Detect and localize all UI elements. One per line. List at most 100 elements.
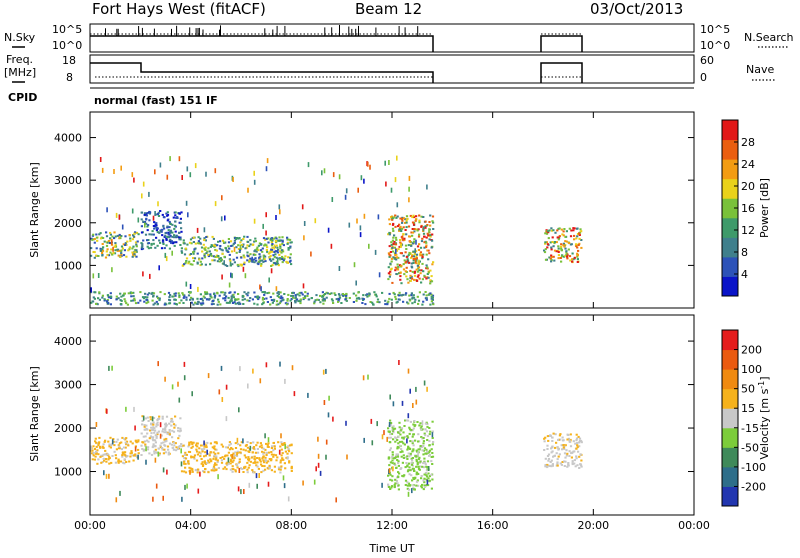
echo-cell bbox=[405, 456, 408, 459]
echo-cell bbox=[426, 249, 429, 252]
echo-cell bbox=[387, 474, 390, 477]
echo-cell bbox=[411, 296, 414, 299]
echo-cell bbox=[420, 225, 423, 228]
echo-cell bbox=[185, 298, 188, 301]
echo-cell bbox=[173, 244, 176, 247]
echo-cell bbox=[174, 220, 177, 223]
echo-cell bbox=[417, 228, 420, 231]
scatter-cell bbox=[197, 488, 200, 494]
echo-cell bbox=[578, 242, 581, 245]
echo-cell bbox=[258, 242, 261, 245]
echo-cell bbox=[576, 252, 579, 255]
echo-cell bbox=[413, 271, 416, 274]
echo-cell bbox=[397, 294, 401, 297]
echo-cell bbox=[411, 216, 414, 219]
echo-cell bbox=[575, 447, 578, 450]
echo-cell bbox=[397, 431, 400, 434]
echo-cell bbox=[558, 434, 561, 437]
echo-cell bbox=[158, 452, 161, 455]
echo-cell bbox=[162, 428, 165, 431]
echo-cell bbox=[264, 459, 267, 462]
echo-cell bbox=[93, 238, 96, 240]
echo-cell bbox=[184, 471, 188, 474]
scatter-cell bbox=[328, 395, 330, 401]
echo-cell bbox=[422, 300, 425, 303]
echo-cell bbox=[278, 302, 282, 305]
echo-cell bbox=[551, 440, 554, 442]
echo-cell bbox=[427, 276, 430, 279]
echo-cell bbox=[161, 447, 164, 449]
scatter-cell bbox=[392, 401, 395, 407]
echo-cell bbox=[110, 248, 113, 251]
echo-cell bbox=[428, 451, 431, 454]
echo-cell bbox=[183, 462, 186, 465]
echo-cell bbox=[376, 298, 380, 301]
echo-cell bbox=[406, 217, 409, 220]
echo-cell bbox=[227, 296, 230, 299]
echo-cell bbox=[202, 295, 205, 298]
echo-cell bbox=[551, 436, 554, 439]
echo-cell bbox=[226, 265, 229, 267]
echo-cell bbox=[246, 294, 249, 297]
echo-cell bbox=[207, 247, 210, 250]
echo-cell bbox=[390, 243, 393, 246]
echo-cell bbox=[411, 435, 414, 438]
scatter-cell bbox=[199, 471, 201, 477]
echo-cell bbox=[164, 428, 167, 431]
echo-cell bbox=[196, 252, 199, 255]
echo-cell bbox=[281, 458, 284, 461]
nave-tick-top: 60 bbox=[700, 54, 714, 67]
scatter-cell bbox=[415, 239, 417, 245]
echo-cell bbox=[127, 249, 130, 252]
echo-cell bbox=[335, 298, 338, 301]
echo-cell bbox=[116, 438, 119, 441]
echo-cell bbox=[203, 296, 206, 299]
power-panel-frame bbox=[89, 111, 695, 309]
echo-cell bbox=[282, 257, 285, 260]
echo-cell bbox=[204, 239, 207, 242]
echo-cell bbox=[269, 303, 272, 306]
echo-cell bbox=[178, 212, 181, 215]
echo-cell bbox=[168, 296, 171, 298]
scatter-cell bbox=[276, 258, 279, 264]
echo-cell bbox=[405, 266, 408, 269]
echo-cell bbox=[265, 237, 268, 240]
echo-cell bbox=[228, 441, 231, 444]
echo-cell bbox=[235, 246, 238, 249]
echo-cell bbox=[272, 299, 275, 302]
echo-cell bbox=[412, 484, 415, 487]
echo-cell bbox=[267, 241, 270, 244]
echo-cell bbox=[557, 254, 560, 257]
echo-cell bbox=[262, 451, 266, 454]
scatter-cell bbox=[205, 171, 207, 177]
echo-cell bbox=[421, 437, 424, 440]
echo-cell bbox=[125, 455, 128, 458]
echo-cell bbox=[425, 478, 428, 481]
echo-cell bbox=[403, 237, 406, 240]
echo-cell bbox=[557, 247, 560, 250]
scatter-cell bbox=[370, 418, 373, 424]
echo-cell bbox=[228, 247, 231, 250]
echo-cell bbox=[416, 479, 419, 482]
echo-cell bbox=[404, 293, 407, 296]
echo-cell bbox=[396, 459, 399, 461]
echo-cell bbox=[169, 229, 173, 232]
echo-cell bbox=[166, 432, 169, 435]
echo-cell bbox=[263, 244, 266, 247]
echo-cell bbox=[256, 295, 259, 298]
echo-cell bbox=[146, 245, 149, 248]
echo-cell bbox=[419, 253, 422, 256]
freq-tick-top: 18 bbox=[62, 54, 76, 67]
echo-cell bbox=[249, 239, 252, 242]
echo-cell bbox=[411, 479, 414, 482]
echo-cell bbox=[182, 239, 185, 242]
echo-cell bbox=[201, 250, 204, 253]
echo-cell bbox=[567, 437, 570, 440]
scatter-cell bbox=[265, 166, 268, 172]
echo-cell bbox=[242, 303, 245, 305]
echo-cell bbox=[119, 460, 123, 463]
echo-cell bbox=[122, 461, 125, 464]
scatter-cell bbox=[108, 365, 110, 371]
echo-cell bbox=[226, 464, 229, 467]
y-tick-label: 2000 bbox=[54, 422, 82, 435]
